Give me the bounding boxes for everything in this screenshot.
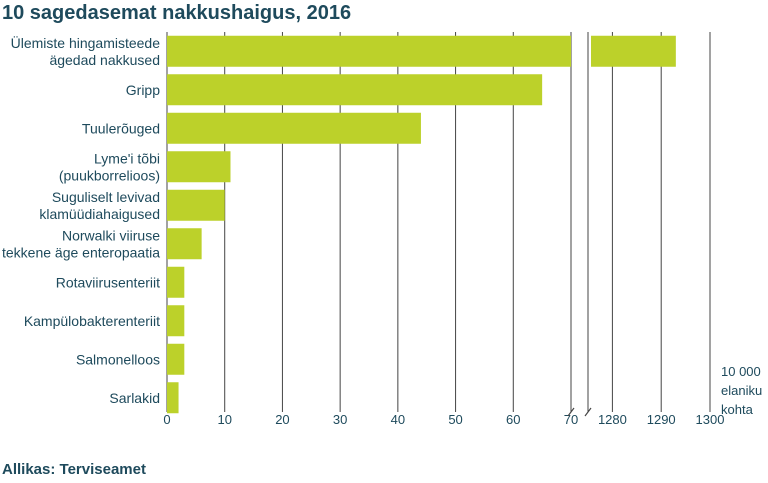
category-label: Gripp: [126, 82, 160, 98]
x-tick-label: 20: [275, 412, 289, 427]
category-label: Tuulerõuged: [82, 120, 160, 136]
x-tick-label: 0: [163, 412, 170, 427]
category-label: ägedad nakkused: [49, 52, 160, 68]
bar: [167, 35, 571, 67]
bar: [167, 228, 202, 260]
source-note: Allikas: Terviseamet: [2, 461, 146, 478]
unit-label-line: 10 000: [721, 364, 761, 379]
category-label: Salmonelloos: [76, 351, 160, 367]
bars: [167, 35, 676, 414]
bar: [167, 266, 185, 298]
x-tick-labels: 0 10 20 30 40 50 60 70 1280 1290 1300: [163, 412, 724, 427]
x-tick-label: 70: [564, 412, 578, 427]
category-label: klamüüdiahaigused: [39, 206, 160, 222]
x-tick-label: 1280: [598, 412, 627, 427]
category-label: Norwalki viiruse: [62, 227, 160, 243]
unit-label-line: elaniku: [721, 383, 762, 398]
x-tick-label: 60: [506, 412, 520, 427]
unit-label-line: kohta: [721, 402, 754, 417]
category-label: Kampülobakterenteriit: [24, 313, 160, 329]
bar: [167, 305, 185, 337]
x-tick-label: 1290: [647, 412, 676, 427]
x-tick-label: 1300: [696, 412, 725, 427]
unit-label: 10 000 elaniku kohta: [721, 364, 762, 417]
chart-title: 10 sagedasemat nakkushaigus, 2016: [2, 2, 351, 24]
axis-break-mark: [567, 407, 575, 417]
category-label: Suguliselt levivad: [52, 189, 160, 205]
bar: [167, 343, 185, 375]
category-label: Rotaviirusenteriit: [56, 274, 160, 290]
x-tick-label: 30: [333, 412, 347, 427]
bar: [167, 189, 225, 221]
axis-break-mark: [584, 407, 592, 417]
x-tick-label: 40: [391, 412, 405, 427]
bar: [591, 35, 676, 67]
axis-break-marks: [567, 407, 592, 417]
category-label: Sarlakid: [109, 390, 160, 406]
category-label: (puukborrelioos): [59, 167, 160, 183]
category-label: Lyme'i tõbi: [94, 150, 160, 166]
bar: [167, 74, 543, 106]
category-label: tekkene äge enteropaatia: [2, 244, 160, 260]
bar: [167, 112, 421, 144]
bar: [167, 382, 179, 414]
bar: [167, 151, 231, 183]
x-tick-label: 10: [217, 412, 231, 427]
x-tick-label: 50: [448, 412, 462, 427]
category-label: Ülemiste hingamisteede: [11, 34, 161, 51]
